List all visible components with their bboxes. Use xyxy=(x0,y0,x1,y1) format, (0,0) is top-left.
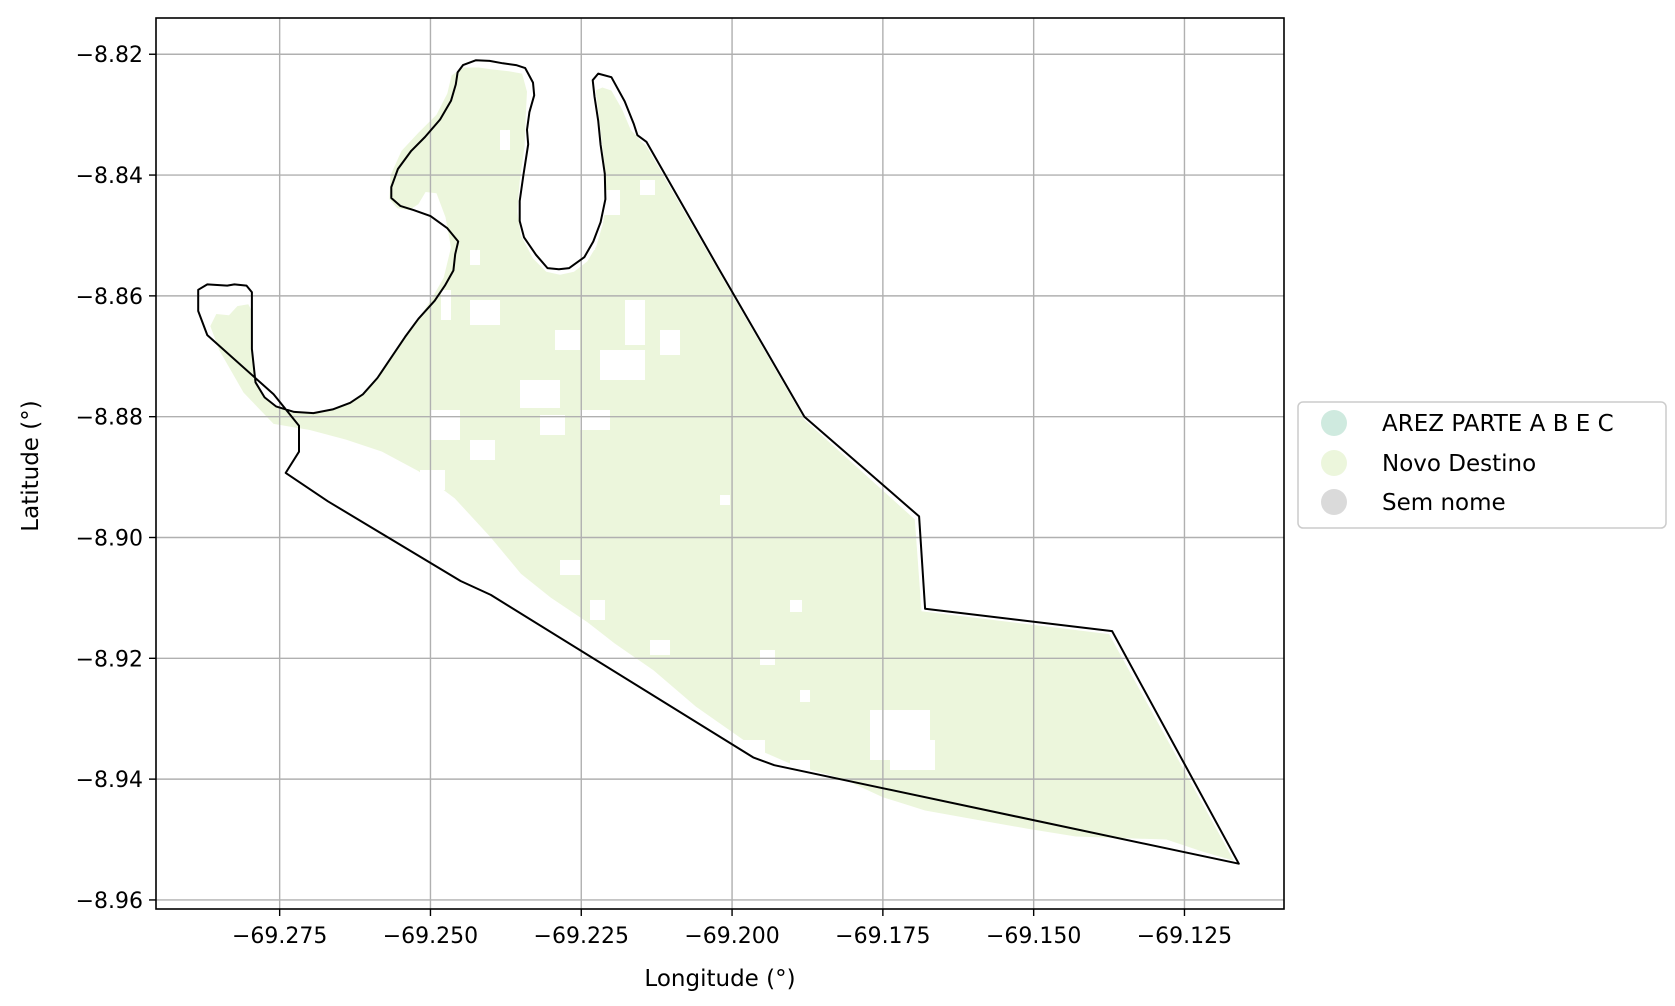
land-cover-gap xyxy=(600,350,645,380)
land-cover-gap xyxy=(470,440,495,460)
land-cover-gap xyxy=(520,380,560,408)
land-cover-gap xyxy=(580,410,610,430)
land-cover-gap xyxy=(580,230,595,250)
y-axis-label: Latitude (°) xyxy=(18,400,44,531)
legend-marker-novo-destino xyxy=(1321,450,1347,476)
land-cover-gap xyxy=(720,495,730,505)
legend-label-arez: AREZ PARTE A B E C xyxy=(1382,411,1614,437)
land-cover-gap xyxy=(500,130,510,150)
land-cover-gap xyxy=(420,470,445,490)
x-axis-label: Longitude (°) xyxy=(644,966,795,992)
x-tick-label: −69.200 xyxy=(684,924,779,949)
land-cover-gap xyxy=(555,330,580,350)
land-cover-gap xyxy=(430,410,460,440)
y-tick-label: −8.96 xyxy=(76,889,143,914)
y-tick-label: −8.84 xyxy=(76,164,143,189)
x-tick-label: −69.150 xyxy=(986,924,1081,949)
land-cover-gap xyxy=(470,300,500,325)
land-cover-gap xyxy=(330,470,340,480)
x-tick-label: −69.275 xyxy=(232,924,327,949)
x-axis-ticks: −69.275 −69.250 −69.225 −69.200 −69.175 −69.1… xyxy=(232,909,1232,949)
y-tick-label: −8.86 xyxy=(76,285,143,310)
y-tick-label: −8.94 xyxy=(76,768,143,793)
x-tick-label: −69.225 xyxy=(534,924,629,949)
territory-boundary xyxy=(197,59,1240,865)
land-cover-gap xyxy=(625,300,645,345)
legend: AREZ PARTE A B E C Novo Destino Sem nome xyxy=(1297,401,1667,529)
land-cover-gap xyxy=(365,460,375,470)
land-cover-gap xyxy=(560,560,580,575)
land-cover-layer xyxy=(210,67,1234,861)
boundary-layer xyxy=(197,59,1240,865)
y-tick-label: −8.88 xyxy=(76,406,143,431)
land-cover-gaps xyxy=(330,130,935,775)
legend-marker-sem-nome xyxy=(1321,489,1347,515)
land-cover-gap xyxy=(640,180,655,195)
y-tick-label: −8.82 xyxy=(76,43,143,68)
legend-marker-arez xyxy=(1321,410,1347,436)
y-tick-label: −8.90 xyxy=(76,526,143,551)
plot-frame xyxy=(155,17,1285,910)
land-cover-gap xyxy=(660,330,680,355)
land-cover-gap xyxy=(800,690,810,702)
land-cover-gap xyxy=(790,600,802,612)
land-cover-gap xyxy=(890,740,935,770)
land-cover-gap xyxy=(470,250,480,265)
land-cover-gap xyxy=(650,640,670,655)
land-cover-gap xyxy=(760,650,775,665)
x-tick-label: −69.250 xyxy=(383,924,478,949)
land-cover-gap xyxy=(740,740,765,755)
legend-label-sem-nome: Sem nome xyxy=(1382,490,1506,516)
x-tick-label: −69.125 xyxy=(1137,924,1232,949)
novo-destino-area xyxy=(210,67,1234,861)
y-tick-label: −8.92 xyxy=(76,647,143,672)
land-cover-gap xyxy=(441,290,451,320)
legend-box xyxy=(1297,401,1667,529)
grid xyxy=(156,18,1284,909)
land-cover-gap xyxy=(540,415,565,435)
x-tick-label: −69.175 xyxy=(835,924,930,949)
land-cover-gap xyxy=(590,600,605,620)
y-axis-ticks: −8.82 −8.84 −8.86 −8.88 −8.90 −8.92 −8.94 −8.96 xyxy=(76,43,156,914)
legend-label-novo-destino: Novo Destino xyxy=(1382,451,1536,477)
